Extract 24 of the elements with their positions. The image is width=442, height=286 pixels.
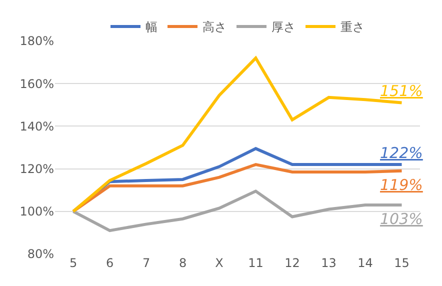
- x-tick-label: 13: [321, 256, 336, 270]
- y-tick-label: 120%: [20, 162, 54, 176]
- annotation: 103%: [380, 210, 423, 228]
- y-tick-label: 160%: [20, 76, 54, 91]
- annotation: 151%: [380, 82, 423, 100]
- annotation: 122%: [380, 144, 423, 162]
- legend-label: 厚さ: [272, 20, 296, 34]
- legend-label: 幅: [146, 20, 158, 34]
- x-tick-label: 6: [106, 256, 114, 270]
- x-tick-label: 7: [142, 256, 150, 270]
- x-tick-label: 15: [394, 256, 410, 270]
- x-tick-label: X: [215, 256, 224, 270]
- x-tick-label: 8: [178, 256, 187, 270]
- y-tick-label: 140%: [20, 119, 54, 134]
- annotation: 119%: [380, 176, 423, 194]
- x-tick-label: 11: [248, 256, 264, 270]
- y-tick-label: 180%: [20, 34, 54, 48]
- x-tick-label: 12: [284, 256, 300, 270]
- x-tick-label: 5: [69, 256, 78, 270]
- legend-label: 重さ: [340, 20, 364, 34]
- y-tick-label: 100%: [20, 204, 54, 219]
- legend-label: 高さ: [202, 20, 226, 34]
- y-tick-label: 80%: [27, 247, 54, 262]
- x-tick-label: 14: [358, 256, 373, 270]
